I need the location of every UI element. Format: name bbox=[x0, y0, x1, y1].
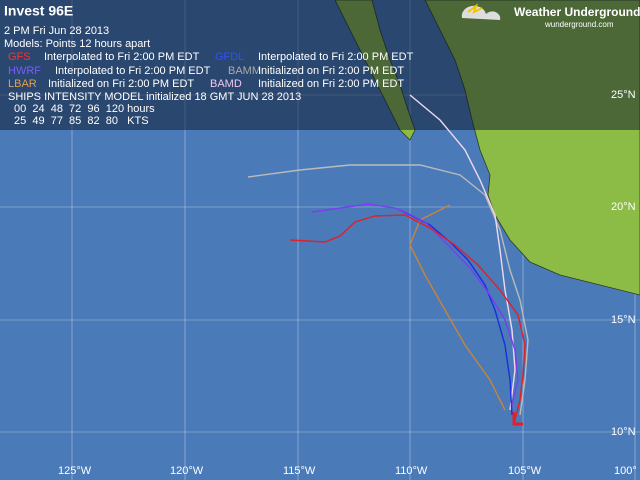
model-note: Initialized on Fri 2:00 PM EDT bbox=[258, 78, 404, 90]
lon-label: 115°W bbox=[283, 465, 316, 477]
model-note: Initialized on Fri 2:00 PM EDT bbox=[258, 65, 404, 77]
model-name: BAMM bbox=[228, 65, 261, 77]
model-name: HWRF bbox=[8, 65, 41, 77]
logo-name: Weather Underground bbox=[514, 5, 640, 19]
ships-title: SHIPS INTENSITY MODEL initialized 18 GMT… bbox=[8, 91, 301, 103]
model-note: Interpolated to Fri 2:00 PM EDT bbox=[55, 65, 211, 77]
lon-label: 105°W bbox=[508, 465, 542, 477]
logo: Weather Underground wunderground.com bbox=[461, 3, 640, 29]
bamd-track bbox=[409, 94, 516, 411]
title: Invest 96E bbox=[4, 3, 73, 19]
lat-label: 20°N bbox=[611, 201, 636, 213]
lon-label: 110°W bbox=[395, 465, 428, 477]
model-note: Interpolated to Fri 2:00 PM EDT bbox=[258, 51, 414, 63]
lon-label: 120°W bbox=[170, 465, 204, 477]
lon-label: 100° bbox=[614, 465, 637, 477]
logo-url: wunderground.com bbox=[544, 20, 614, 29]
model-note: Initialized on Fri 2:00 PM EDT bbox=[48, 78, 194, 90]
bamm-track bbox=[247, 164, 529, 416]
model-name: GFS bbox=[8, 51, 31, 63]
model-note: Interpolated to Fri 2:00 PM EDT bbox=[44, 51, 200, 63]
model-name: LBAR bbox=[8, 78, 37, 90]
hwrf-track bbox=[311, 203, 519, 406]
model-name: BAMD bbox=[210, 78, 242, 90]
ships-hours: 00 24 48 72 96 120 hours bbox=[14, 103, 155, 115]
storm-symbol bbox=[512, 412, 523, 426]
models-note: Models: Points 12 hours apart bbox=[4, 38, 150, 50]
lat-label: 10°N bbox=[611, 426, 636, 438]
lbar-track bbox=[409, 204, 506, 411]
ships-kts: 25 49 77 85 82 80 KTS bbox=[14, 115, 149, 127]
tracks bbox=[247, 94, 529, 426]
time: 2 PM Fri Jun 28 2013 bbox=[4, 25, 109, 37]
lat-label: 15°N bbox=[611, 314, 636, 326]
header-overlay bbox=[0, 0, 640, 130]
lon-label: 125°W bbox=[58, 465, 92, 477]
lat-label: 25°N bbox=[611, 89, 636, 101]
gfs-track bbox=[289, 214, 526, 421]
model-name: GFDL bbox=[215, 51, 244, 63]
